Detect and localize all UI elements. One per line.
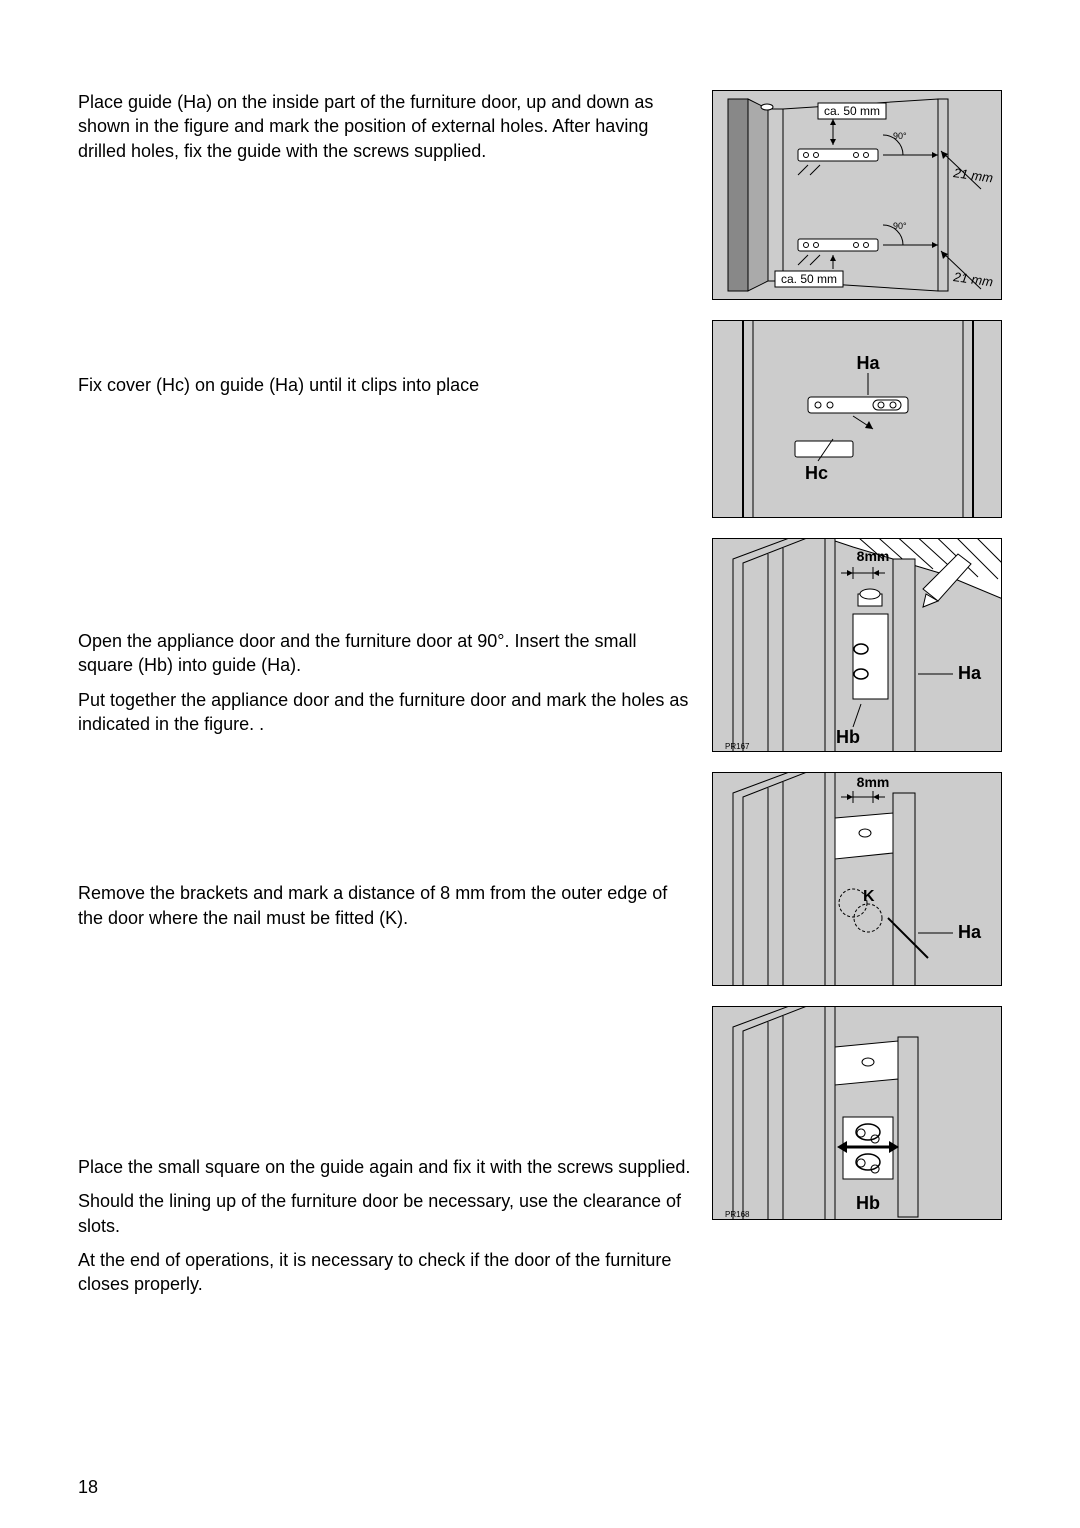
fig3-8mm: 8mm xyxy=(857,548,890,564)
step-5-text-2: Should the lining up of the furniture do… xyxy=(78,1189,692,1238)
fig1-dist-top: 21 mm xyxy=(952,165,995,186)
figure-4: 8mm K Ha xyxy=(712,772,1002,986)
fig3-ha: Ha xyxy=(958,663,982,683)
figure-2: Ha Hc xyxy=(712,320,1002,518)
fig1-top-label: ca. 50 mm xyxy=(824,104,880,118)
step-3-text-2: Put together the appliance door and the … xyxy=(78,688,692,737)
step-5-text-3: At the end of operations, it is necessar… xyxy=(78,1248,692,1297)
fig1-angle-top: 90° xyxy=(893,131,907,141)
step-5-text-1: Place the small square on the guide agai… xyxy=(78,1155,692,1179)
fig5-hb: Hb xyxy=(856,1193,880,1213)
fig4-ha: Ha xyxy=(958,922,982,942)
fig2-hc-label: Hc xyxy=(805,463,828,483)
fig3-hb: Hb xyxy=(836,727,860,747)
figure-1: ca. 50 mm 90° 21 mm xyxy=(712,90,1002,300)
fig1-bottom-label: ca. 50 mm xyxy=(781,272,837,286)
fig4-8mm: 8mm xyxy=(857,774,890,790)
step-1-text: Place guide (Ha) on the inside part of t… xyxy=(78,90,692,163)
page-number: 18 xyxy=(78,1477,98,1498)
fig1-dist-bottom: 21 mm xyxy=(952,269,995,290)
step-3-text-1: Open the appliance door and the furnitur… xyxy=(78,629,692,678)
fig2-ha-label: Ha xyxy=(856,353,880,373)
fig4-k: K xyxy=(863,888,875,905)
fig5-code: PR168 xyxy=(725,1210,750,1219)
step-4-text: Remove the brackets and mark a distance … xyxy=(78,881,692,930)
figure-5: Hb PR168 xyxy=(712,1006,1002,1220)
step-2-text: Fix cover (Hc) on guide (Ha) until it cl… xyxy=(78,373,692,397)
fig3-code: PR167 xyxy=(725,742,750,751)
figure-3: 8mm Ha Hb PR167 xyxy=(712,538,1002,752)
fig1-angle-bottom: 90° xyxy=(893,221,907,231)
